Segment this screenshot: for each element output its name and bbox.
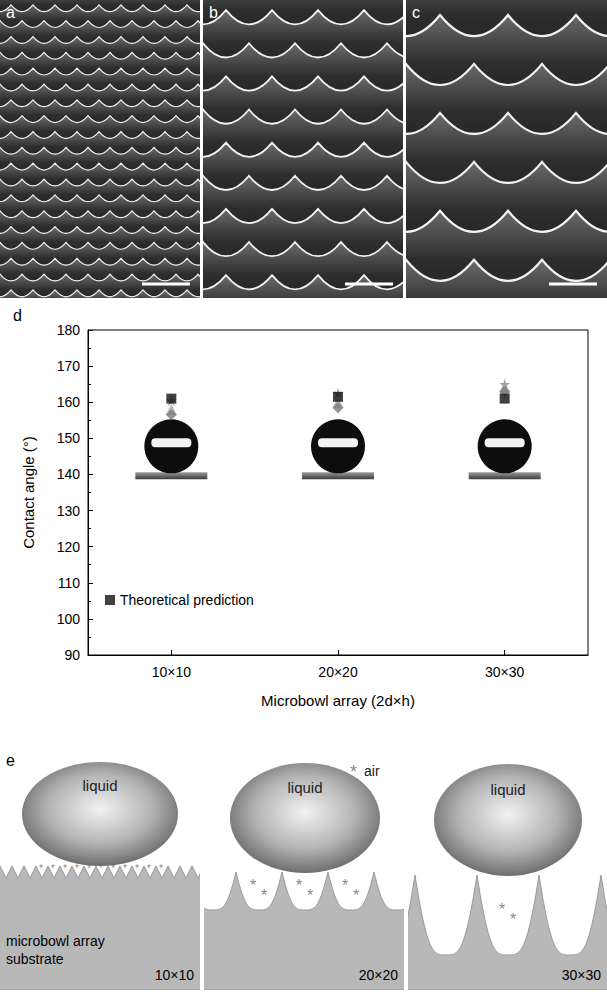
svg-text:*: * (307, 887, 313, 904)
svg-text:130: 130 (57, 503, 81, 519)
svg-text:a: a (6, 4, 15, 21)
svg-text:liquid: liquid (490, 781, 525, 798)
svg-text:170: 170 (57, 358, 81, 374)
svg-text:150: 150 (57, 430, 81, 446)
svg-text:*: * (261, 887, 267, 904)
svg-text:d: d (13, 307, 22, 324)
svg-text:*: * (51, 863, 55, 874)
svg-text:Microbowl array (2d×h): Microbowl array (2d×h) (261, 692, 415, 709)
svg-text:*: * (250, 877, 256, 894)
svg-text:*: * (499, 901, 505, 918)
svg-text:20×20: 20×20 (359, 967, 399, 983)
svg-text:10×10: 10×10 (152, 664, 192, 680)
svg-text:liquid: liquid (82, 777, 117, 794)
svg-text:Theoretical prediction: Theoretical prediction (120, 592, 254, 608)
svg-text:30×30: 30×30 (485, 664, 525, 680)
svg-text:110: 110 (58, 575, 81, 591)
svg-text:air: air (364, 763, 380, 779)
svg-text:*: * (159, 863, 163, 874)
svg-text:substrate: substrate (6, 951, 64, 967)
svg-text:*: * (350, 762, 357, 782)
svg-text:c: c (412, 4, 420, 21)
svg-text:120: 120 (57, 539, 81, 555)
svg-text:160: 160 (57, 394, 81, 410)
svg-text:*: * (123, 863, 127, 874)
svg-text:*: * (147, 863, 151, 874)
svg-text:*: * (342, 877, 348, 894)
svg-text:140: 140 (57, 466, 81, 482)
svg-text:180: 180 (57, 322, 81, 338)
svg-text:b: b (209, 4, 218, 21)
svg-text:microbowl array: microbowl array (6, 933, 105, 949)
svg-text:*: * (75, 863, 79, 874)
svg-text:Contact angle (°): Contact angle (°) (20, 436, 37, 549)
svg-text:*: * (63, 863, 67, 874)
svg-text:liquid: liquid (287, 779, 322, 796)
svg-text:10×10: 10×10 (155, 967, 195, 983)
svg-text:30×30: 30×30 (562, 967, 602, 983)
svg-text:*: * (510, 911, 516, 928)
svg-text:*: * (39, 863, 43, 874)
svg-text:90: 90 (64, 647, 80, 663)
svg-text:100: 100 (57, 611, 81, 627)
svg-text:20×20: 20×20 (318, 664, 358, 680)
svg-text:*: * (353, 887, 359, 904)
svg-text:*: * (296, 877, 302, 894)
svg-text:*: * (135, 863, 139, 874)
svg-text:e: e (6, 752, 15, 769)
